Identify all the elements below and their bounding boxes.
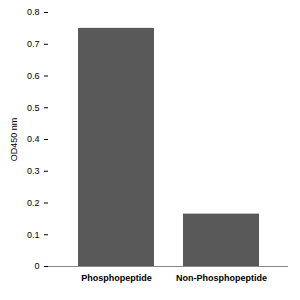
svg-text:0: 0 bbox=[34, 261, 39, 271]
svg-text:0.1: 0.1 bbox=[27, 230, 40, 240]
svg-text:0.7: 0.7 bbox=[27, 39, 40, 49]
svg-text:Phosphopeptide: Phosphopeptide bbox=[81, 273, 152, 283]
svg-text:0.5: 0.5 bbox=[27, 103, 40, 113]
svg-text:0.8: 0.8 bbox=[27, 7, 40, 17]
svg-text:Non-Phosphopeptide: Non-Phosphopeptide bbox=[176, 273, 267, 283]
svg-text:0.2: 0.2 bbox=[27, 198, 40, 208]
svg-text:0.3: 0.3 bbox=[27, 166, 40, 176]
svg-text:0.4: 0.4 bbox=[27, 134, 40, 144]
svg-text:0.6: 0.6 bbox=[27, 71, 40, 81]
svg-text:OD450 nm: OD450 nm bbox=[9, 118, 19, 162]
